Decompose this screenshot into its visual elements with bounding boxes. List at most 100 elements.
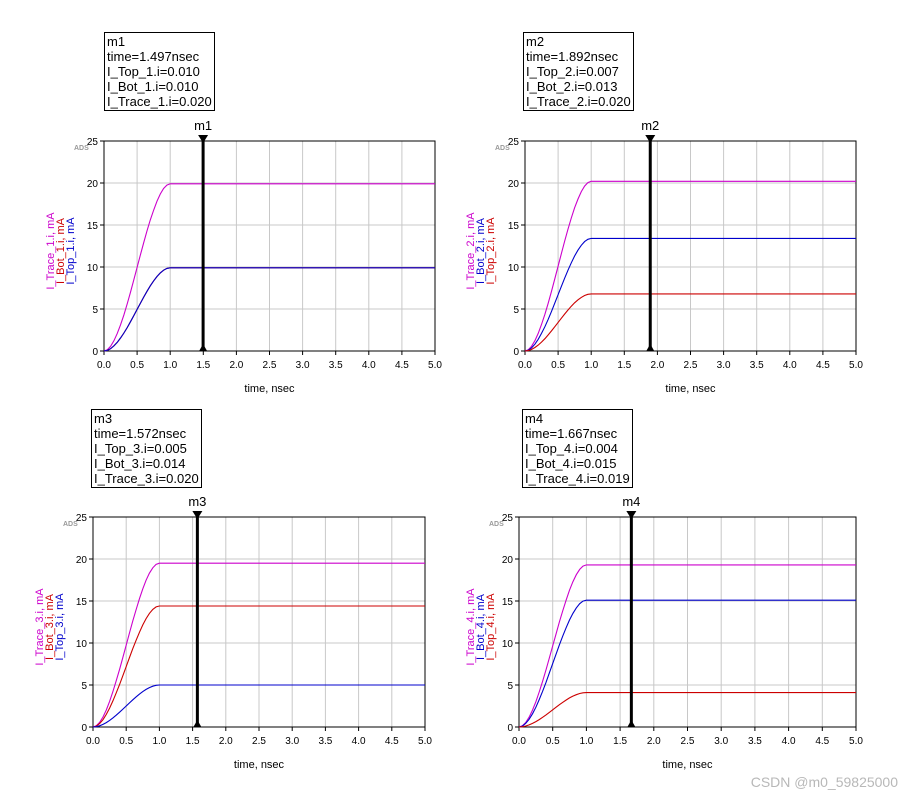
marker-readout-box: m3 time=1.572nsec I_Top_3.i=0.005 I_Bot_3.i… bbox=[91, 409, 202, 488]
y-tick-label: 10 bbox=[508, 263, 520, 274]
x-tick-label: 1.5 bbox=[613, 736, 627, 747]
x-tick-label: 3.0 bbox=[714, 736, 728, 747]
y-tick-label: 20 bbox=[87, 179, 99, 190]
marker-readout-line: m1 bbox=[107, 34, 126, 49]
x-tick-label: 4.0 bbox=[352, 736, 366, 747]
marker-label: m2 bbox=[641, 118, 659, 133]
series-line bbox=[518, 564, 856, 728]
x-tick-label: 5.0 bbox=[418, 736, 432, 747]
series-legend-label: I_Top_2.i, mA bbox=[485, 217, 497, 285]
series-legend-label: I_Bot_1.i, mA bbox=[55, 217, 67, 284]
x-tick-label: 4.5 bbox=[816, 360, 830, 371]
x-axis-label: time, nsec bbox=[244, 383, 295, 395]
x-tick-label: 4.0 bbox=[362, 360, 376, 371]
x-tick-label: 0.5 bbox=[551, 360, 565, 371]
x-tick-label: 3.0 bbox=[296, 360, 310, 371]
y-tick-label: 5 bbox=[513, 305, 519, 316]
series-line bbox=[518, 692, 856, 728]
x-axis-label: time, nsec bbox=[234, 759, 285, 771]
y-tick-label: 5 bbox=[81, 681, 87, 692]
x-tick-label: 3.5 bbox=[329, 360, 343, 371]
x-tick-label: 0.0 bbox=[518, 360, 532, 371]
marker-readout-box: m4 time=1.667nsec I_Top_4.i=0.004 I_Bot_4.i… bbox=[522, 409, 633, 488]
marker-label: m3 bbox=[188, 494, 206, 509]
series-line bbox=[524, 293, 856, 352]
marker-readout-box: m1 time=1.497nsec I_Top_1.i=0.010 I_Bot_1.i… bbox=[104, 32, 215, 111]
x-tick-label: 4.0 bbox=[783, 360, 797, 371]
y-tick-label: 25 bbox=[76, 513, 88, 524]
x-tick-label: 1.5 bbox=[196, 360, 210, 371]
y-tick-label: 20 bbox=[76, 555, 88, 566]
x-tick-label: 1.0 bbox=[163, 360, 177, 371]
x-tick-label: 2.5 bbox=[252, 736, 266, 747]
x-tick-label: 5.0 bbox=[849, 360, 863, 371]
marker-readout-line: m3 bbox=[94, 411, 113, 426]
x-axis-label: time, nsec bbox=[665, 383, 716, 395]
ads-tag: ADS bbox=[63, 521, 78, 528]
series-line bbox=[524, 237, 856, 352]
series-line bbox=[92, 605, 425, 728]
series-line bbox=[103, 267, 435, 352]
ads-tag: ADS bbox=[489, 521, 504, 528]
marker-label: m1 bbox=[194, 118, 212, 133]
marker-readout-line: I_Bot_2.i=0.013 bbox=[526, 79, 618, 94]
series-legend-label: I_Top_3.i, mA bbox=[54, 593, 66, 661]
x-tick-label: 2.0 bbox=[219, 736, 233, 747]
ads-tag: ADS bbox=[74, 145, 89, 152]
marker-readout-line: m4 bbox=[525, 411, 544, 426]
marker-readout-line: time=1.892nsec bbox=[526, 49, 619, 64]
x-tick-label: 0.5 bbox=[130, 360, 144, 371]
series-legend-label: I_Top_4.i, mA bbox=[485, 593, 497, 661]
marker-readout-line: I_Top_4.i=0.004 bbox=[525, 441, 618, 456]
x-tick-label: 3.0 bbox=[285, 736, 299, 747]
series-line bbox=[92, 562, 425, 728]
x-tick-label: 4.5 bbox=[815, 736, 829, 747]
series-line bbox=[92, 684, 425, 728]
x-tick-label: 4.0 bbox=[782, 736, 796, 747]
series-legend-label: I_Trace_2.i, mA bbox=[465, 212, 477, 290]
y-tick-label: 5 bbox=[507, 681, 513, 692]
x-tick-label: 1.0 bbox=[584, 360, 598, 371]
marker-top-triangle bbox=[626, 511, 637, 519]
x-tick-label: 3.5 bbox=[748, 736, 762, 747]
marker-readout-line: I_Trace_1.i=0.020 bbox=[107, 94, 212, 109]
marker-readout-line: I_Trace_3.i=0.020 bbox=[94, 471, 199, 486]
marker-readout-line: time=1.667nsec bbox=[525, 426, 618, 441]
y-tick-label: 15 bbox=[508, 221, 520, 232]
y-tick-label: 25 bbox=[502, 513, 514, 524]
x-tick-label: 2.0 bbox=[229, 360, 243, 371]
marker-readout-line: I_Bot_4.i=0.015 bbox=[525, 456, 617, 471]
x-tick-label: 3.5 bbox=[318, 736, 332, 747]
x-tick-label: 5.0 bbox=[428, 360, 442, 371]
x-tick-label: 0.0 bbox=[512, 736, 526, 747]
series-legend-label: I_Trace_1.i, mA bbox=[45, 212, 57, 290]
y-tick-label: 10 bbox=[502, 639, 514, 650]
x-tick-label: 0.0 bbox=[97, 360, 111, 371]
x-tick-label: 2.5 bbox=[681, 736, 695, 747]
x-tick-label: 1.5 bbox=[617, 360, 631, 371]
marker-readout-line: I_Bot_3.i=0.014 bbox=[94, 456, 186, 471]
series-legend-label: I_Trace_4.i, mA bbox=[465, 588, 477, 666]
marker-readout-line: I_Trace_4.i=0.019 bbox=[525, 471, 630, 486]
marker-bottom-triangle bbox=[199, 344, 208, 351]
x-tick-label: 0.5 bbox=[546, 736, 560, 747]
y-tick-label: 25 bbox=[87, 137, 99, 148]
x-tick-label: 4.5 bbox=[395, 360, 409, 371]
y-tick-label: 15 bbox=[87, 221, 99, 232]
marker-readout-line: I_Top_2.i=0.007 bbox=[526, 64, 619, 79]
x-tick-label: 1.0 bbox=[579, 736, 593, 747]
x-tick-label: 5.0 bbox=[849, 736, 863, 747]
x-tick-label: 4.5 bbox=[385, 736, 399, 747]
series-legend-label: I_Top_1.i, mA bbox=[65, 217, 77, 285]
series-legend-label: I_Bot_3.i, mA bbox=[44, 593, 56, 660]
x-tick-label: 2.0 bbox=[647, 736, 661, 747]
y-tick-label: 20 bbox=[502, 555, 514, 566]
series-legend-label: I_Trace_3.i, mA bbox=[34, 588, 46, 666]
y-tick-label: 20 bbox=[508, 179, 520, 190]
marker-readout-line: I_Top_1.i=0.010 bbox=[107, 64, 200, 79]
plot-frame bbox=[92, 516, 426, 728]
y-tick-label: 0 bbox=[81, 723, 87, 734]
